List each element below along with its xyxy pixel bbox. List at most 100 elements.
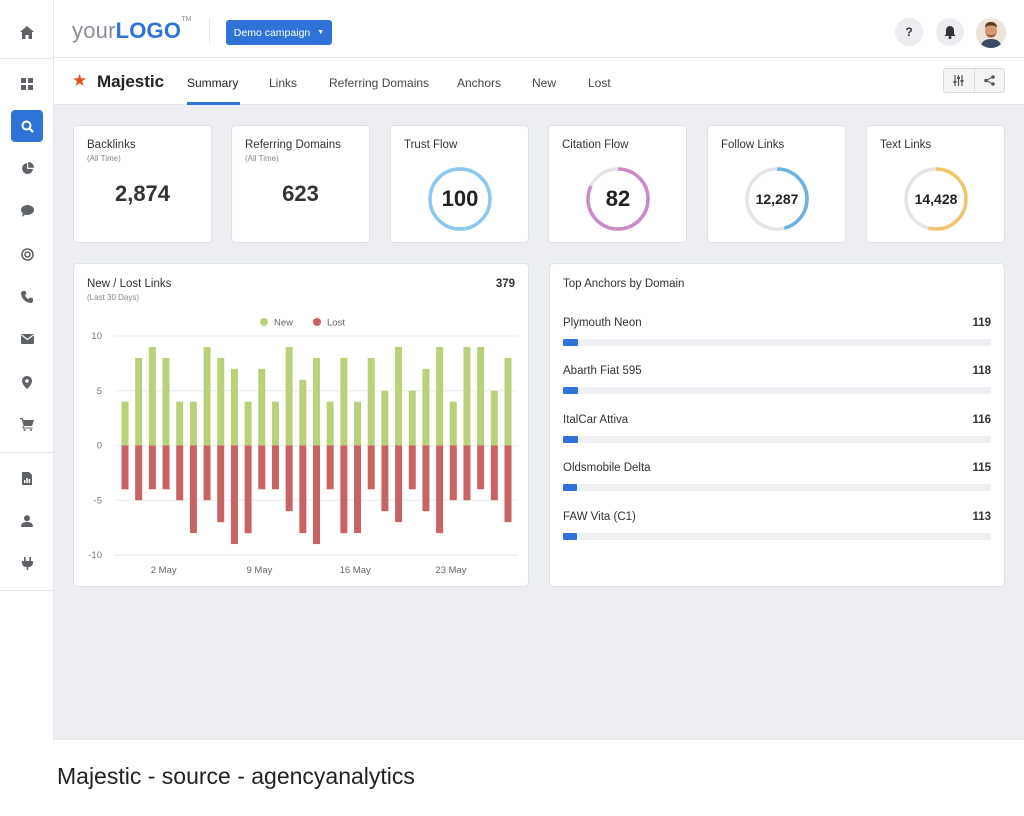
user-icon[interactable]	[11, 505, 43, 537]
tab-referring-domains[interactable]: Referring Domains	[329, 76, 430, 90]
x-tick-label: 16 May	[340, 565, 371, 576]
kpi-subtitle: (All Time)	[245, 154, 279, 163]
brand-logo[interactable]: yourLOGOTM	[72, 16, 192, 43]
anchor-name: Plymouth Neon	[563, 317, 642, 329]
home-icon[interactable]	[11, 16, 43, 48]
chat-bubble-icon[interactable]	[11, 195, 43, 227]
bar-new	[176, 401, 184, 446]
anchor-row: Oldsmobile Delta 115	[563, 462, 991, 502]
share-icon	[983, 75, 995, 86]
kpi-value: 82	[605, 186, 631, 211]
location-pin-icon[interactable]	[11, 366, 43, 398]
phone-icon[interactable]	[11, 281, 43, 313]
bar-lost	[449, 445, 457, 501]
bar-new	[258, 368, 266, 446]
bar-new	[121, 401, 129, 446]
y-tick-label: 5	[97, 386, 102, 397]
anchor-name: FAW Vita (C1)	[563, 511, 636, 523]
anchor-value: 119	[972, 317, 991, 329]
y-tick-label: -10	[88, 550, 102, 561]
bar-lost	[313, 445, 320, 545]
rail-divider	[0, 590, 53, 591]
bar-new	[449, 401, 457, 446]
bar-lost	[203, 445, 211, 501]
tab-anchors[interactable]: Anchors	[457, 76, 502, 90]
bar-lost	[176, 445, 184, 501]
anchor-bar-track	[563, 387, 991, 394]
bar-lost	[381, 445, 389, 512]
anchor-bar-track	[563, 533, 991, 540]
bar-new	[299, 379, 307, 446]
dashboard-grid-icon[interactable]	[11, 68, 43, 100]
bar-lost	[408, 445, 416, 490]
pie-chart-icon[interactable]	[11, 152, 43, 184]
citation-flow-ring	[586, 167, 650, 231]
top-anchors-panel: Top Anchors by Domain Plymouth Neon 119 …	[549, 263, 1005, 587]
anchor-bar-fill	[563, 533, 578, 540]
bell-icon	[944, 25, 956, 39]
anchor-value: 116	[972, 414, 991, 426]
report-file-icon[interactable]	[11, 462, 43, 494]
anchor-bar-fill	[563, 339, 578, 346]
tab-new[interactable]: New	[532, 76, 557, 90]
anchor-bar-track	[563, 484, 991, 491]
left-nav-rail	[0, 0, 54, 740]
sliders-icon	[953, 75, 964, 86]
mail-icon[interactable]	[11, 323, 43, 355]
anchor-bar-fill	[563, 436, 578, 443]
panel-subtitle: (Last 30 Days)	[87, 293, 140, 302]
kpi-value: 14,428	[914, 191, 958, 207]
bar-new	[230, 368, 238, 446]
bar-new	[313, 357, 320, 446]
share-button[interactable]	[973, 69, 1005, 92]
tab-links[interactable]: Links	[269, 76, 298, 90]
bar-new	[244, 401, 252, 446]
follow-links-ring	[745, 167, 809, 231]
image-caption: Majestic - source - agencyanalytics	[57, 763, 415, 789]
x-tick-label: 2 May	[151, 565, 177, 576]
bar-new	[203, 346, 211, 446]
ring-progress	[745, 167, 809, 231]
filter-settings-button[interactable]	[944, 69, 974, 92]
help-icon: ?	[905, 25, 913, 39]
bar-lost	[436, 445, 444, 534]
bar-new	[381, 390, 389, 446]
search-icon[interactable]	[11, 110, 43, 142]
kpi-value: 2,874	[114, 181, 171, 206]
bar-lost	[422, 445, 430, 512]
chart-bars	[121, 346, 512, 545]
kpi-title: Trust Flow	[404, 139, 458, 151]
anchor-value: 113	[972, 511, 991, 523]
kpi-subtitle: (All Time)	[87, 154, 121, 163]
user-avatar[interactable]	[976, 18, 1006, 48]
bar-new	[189, 401, 197, 446]
tab-lost[interactable]: Lost	[588, 76, 611, 90]
plug-icon[interactable]	[11, 547, 43, 579]
x-tick-label: 9 May	[246, 565, 272, 576]
bar-new	[326, 401, 334, 446]
target-icon[interactable]	[11, 238, 43, 270]
kpi-card-text-links: Text Links 14,428	[866, 125, 1005, 243]
tab-summary[interactable]: Summary	[187, 76, 239, 90]
bar-new	[463, 346, 471, 446]
new-lost-links-panel: New / Lost Links (Last 30 Days) 379 New …	[73, 263, 529, 587]
campaign-dropdown-button[interactable]: Demo campaign ▼	[226, 20, 332, 45]
bar-lost	[504, 445, 512, 523]
kpi-title: Backlinks	[87, 139, 136, 151]
anchor-bar-track	[563, 339, 991, 346]
integration-subnav: ★ Majestic Summary Links Referring Domai…	[54, 58, 1024, 105]
kpi-card-referring-domains: Referring Domains (All Time) 623	[231, 125, 370, 243]
bar-lost	[148, 445, 156, 490]
notifications-button[interactable]	[936, 18, 964, 46]
anchor-row: ItalCar Attiva 116	[563, 414, 991, 454]
bar-lost	[189, 445, 197, 534]
shopping-cart-icon[interactable]	[11, 408, 43, 440]
help-button[interactable]: ?	[895, 18, 923, 46]
kpi-title: Citation Flow	[562, 139, 629, 151]
bar-new	[148, 346, 156, 446]
bar-lost	[340, 445, 348, 534]
anchor-name: ItalCar Attiva	[563, 414, 629, 426]
bar-lost	[121, 445, 129, 490]
bar-lost	[285, 445, 293, 512]
bar-new	[395, 346, 403, 446]
